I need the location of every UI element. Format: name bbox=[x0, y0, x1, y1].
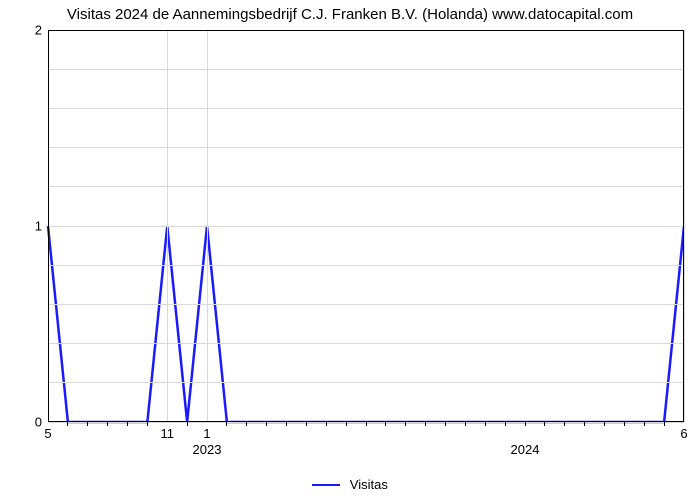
gridline-horizontal bbox=[48, 226, 684, 227]
gridline-horizontal-minor bbox=[48, 69, 684, 70]
x-minor-tick bbox=[624, 422, 625, 426]
x-minor-tick bbox=[246, 422, 247, 426]
axis-right bbox=[683, 30, 684, 422]
x-minor-tick bbox=[525, 422, 526, 426]
x-minor-tick bbox=[485, 422, 486, 426]
x-minor-tick bbox=[644, 422, 645, 426]
chart-legend: Visitas bbox=[0, 476, 700, 492]
plot-area: 0125111620232024 bbox=[48, 30, 684, 422]
x-minor-tick bbox=[544, 422, 545, 426]
x-minor-tick bbox=[147, 422, 148, 426]
x-year-label: 2023 bbox=[193, 442, 222, 457]
x-minor-tick bbox=[385, 422, 386, 426]
x-minor-tick bbox=[107, 422, 108, 426]
x-year-label: 2024 bbox=[511, 442, 540, 457]
x-minor-tick bbox=[604, 422, 605, 426]
gridline-horizontal-minor bbox=[48, 147, 684, 148]
x-minor-tick bbox=[445, 422, 446, 426]
gridline-horizontal-minor bbox=[48, 108, 684, 109]
x-minor-tick bbox=[326, 422, 327, 426]
axis-left bbox=[48, 30, 49, 422]
gridline-vertical bbox=[207, 30, 208, 422]
x-minor-tick bbox=[505, 422, 506, 426]
x-minor-tick bbox=[226, 422, 227, 426]
gridline-horizontal-minor bbox=[48, 343, 684, 344]
gridline-vertical bbox=[167, 30, 168, 422]
y-tick-label: 1 bbox=[35, 219, 48, 234]
x-minor-tick bbox=[564, 422, 565, 426]
x-minor-tick bbox=[405, 422, 406, 426]
gridline-horizontal-minor bbox=[48, 186, 684, 187]
x-minor-tick bbox=[87, 422, 88, 426]
axis-top bbox=[48, 30, 684, 31]
x-minor-tick bbox=[266, 422, 267, 426]
gridline-horizontal-minor bbox=[48, 304, 684, 305]
x-minor-tick bbox=[465, 422, 466, 426]
gridline-horizontal-minor bbox=[48, 382, 684, 383]
gridline-horizontal-minor bbox=[48, 265, 684, 266]
x-minor-tick bbox=[664, 422, 665, 426]
x-minor-tick bbox=[67, 422, 68, 426]
x-minor-tick bbox=[286, 422, 287, 426]
x-minor-tick bbox=[425, 422, 426, 426]
x-tick-label: 5 bbox=[44, 422, 51, 441]
chart-title: Visitas 2024 de Aannemingsbedrijf C.J. F… bbox=[0, 6, 700, 23]
x-minor-tick bbox=[584, 422, 585, 426]
legend-swatch bbox=[312, 484, 340, 486]
x-minor-tick bbox=[187, 422, 188, 426]
visits-chart: Visitas 2024 de Aannemingsbedrijf C.J. F… bbox=[0, 0, 700, 500]
x-minor-tick bbox=[366, 422, 367, 426]
y-tick-label: 2 bbox=[35, 23, 48, 38]
x-minor-tick bbox=[127, 422, 128, 426]
x-tick-label: 1 bbox=[203, 422, 210, 441]
x-minor-tick bbox=[346, 422, 347, 426]
legend-label: Visitas bbox=[350, 477, 388, 492]
x-tick-label: 11 bbox=[161, 422, 175, 441]
x-minor-tick bbox=[306, 422, 307, 426]
x-tick-label: 6 bbox=[680, 422, 687, 441]
